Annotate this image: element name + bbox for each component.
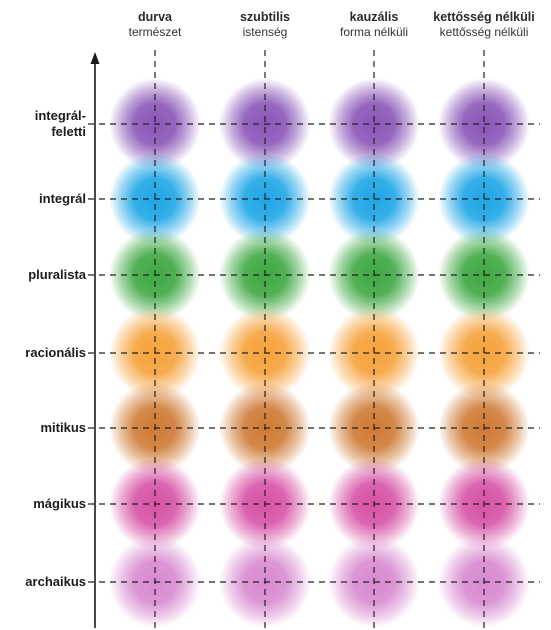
gridline-layer	[88, 50, 540, 628]
row-label: archaikus	[25, 574, 86, 590]
row-label: racionális	[25, 345, 86, 361]
column-subtitle: természet	[128, 25, 182, 39]
column-subtitle: istenség	[242, 25, 288, 39]
row-label-line: mágikus	[33, 496, 86, 511]
row-label: integrál-feletti	[35, 108, 86, 140]
row-label: mitikus	[40, 420, 86, 436]
column-title: kettősség nélküli	[433, 10, 535, 24]
column-subtitle: forma nélküli	[339, 25, 409, 39]
column-header: kauzális forma nélküli	[312, 10, 436, 40]
row-label: mágikus	[33, 496, 86, 512]
row-label-line: mitikus	[40, 420, 86, 435]
row-label-line: feletti	[51, 124, 86, 139]
row-label-line: integrál-	[34, 108, 86, 123]
column-header: szubtilis istenség	[203, 10, 327, 40]
column-title: durva	[137, 10, 173, 24]
vertical-axis	[90, 52, 100, 628]
row-label: pluralista	[28, 267, 86, 283]
column-header: kettősség nélküli kettősség nélküli	[422, 10, 546, 40]
row-label-line: integrál	[39, 191, 86, 206]
column-title: szubtilis	[239, 10, 290, 24]
row-label: integrál	[39, 191, 86, 207]
axis-arrow-icon	[90, 52, 100, 64]
column-title: kauzális	[349, 10, 399, 24]
row-label-line: pluralista	[28, 267, 86, 282]
column-subtitle: kettősség nélküli	[439, 25, 529, 39]
column-header: durva természet	[93, 10, 217, 40]
row-label-line: archaikus	[25, 574, 86, 589]
row-label-line: racionális	[25, 345, 86, 360]
